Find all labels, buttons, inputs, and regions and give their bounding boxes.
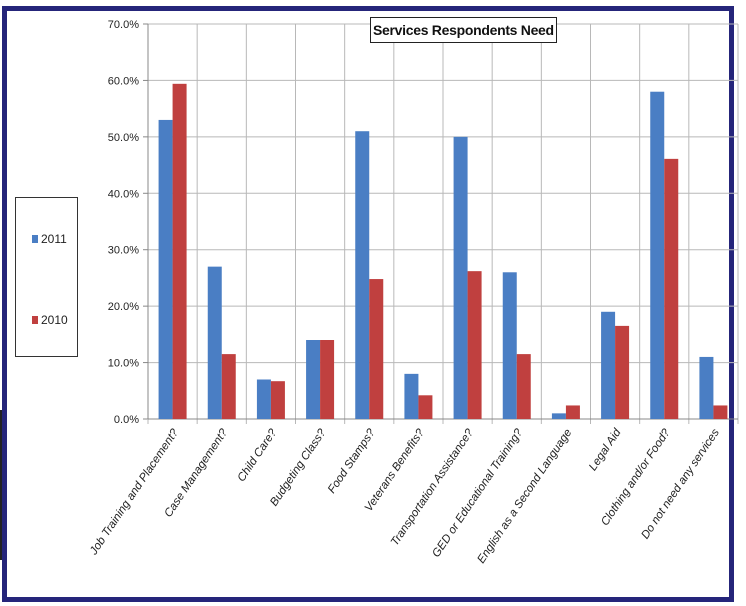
x-tick-label: GED or Educational Training? [430,426,525,559]
bar-2010 [172,83,187,420]
bar-2011 [158,119,173,419]
x-tick-label: Budgeting Class? [268,426,329,508]
y-tick-label: 60.0% [108,75,139,87]
y-tick-label: 40.0% [108,188,139,200]
bar-2010 [270,381,285,419]
left-edge-marker [0,410,2,560]
bar-2011 [404,373,419,419]
x-tick-label: Food Stamps? [326,426,378,495]
legend-item-2010: 2010 [32,313,68,327]
y-tick-label: 0.0% [114,414,139,426]
bar-2011 [306,340,321,419]
bar-2010 [369,279,384,419]
bar-2011 [355,131,370,419]
bar-2011 [207,266,222,419]
bar-2010 [516,354,531,419]
bar-2011 [502,272,517,419]
legend-label-2011: 2011 [41,232,67,246]
legend-swatch-2011 [32,235,38,243]
legend-swatch-2010 [32,316,38,324]
bar-2010 [467,271,482,419]
bar-2011 [699,356,714,419]
x-tick-label: Job Training and Placement? [87,426,181,557]
chart-legend: 2011 2010 [15,197,78,357]
y-tick-label: 50.0% [108,132,139,144]
y-tick-label: 30.0% [108,245,139,257]
bar-2010 [221,354,236,419]
x-tick-label: Transportation Assistance? [389,426,476,548]
x-tick-label: Child Care? [235,426,279,484]
chart-title: Services Respondents Need [370,17,557,43]
bar-2010 [418,395,433,419]
bar-2011 [650,91,665,419]
bar-2010 [664,158,679,419]
y-tick-label: 20.0% [108,301,139,313]
bar-2011 [551,413,566,419]
bar-2011 [601,311,616,419]
legend-label-2010: 2010 [41,313,68,327]
y-tick-label: 10.0% [108,358,139,370]
bar-2010 [565,405,580,419]
bar-2010 [320,340,335,419]
x-tick-label: English as a Second Language [475,427,574,566]
bar-2011 [453,136,468,419]
bar-2011 [256,379,271,419]
x-tick-label: Legal Aid [587,426,624,473]
y-tick-label: 70.0% [108,19,139,31]
bar-2010 [713,405,728,419]
bar-2010 [615,325,630,419]
legend-item-2011: 2011 [32,232,67,246]
